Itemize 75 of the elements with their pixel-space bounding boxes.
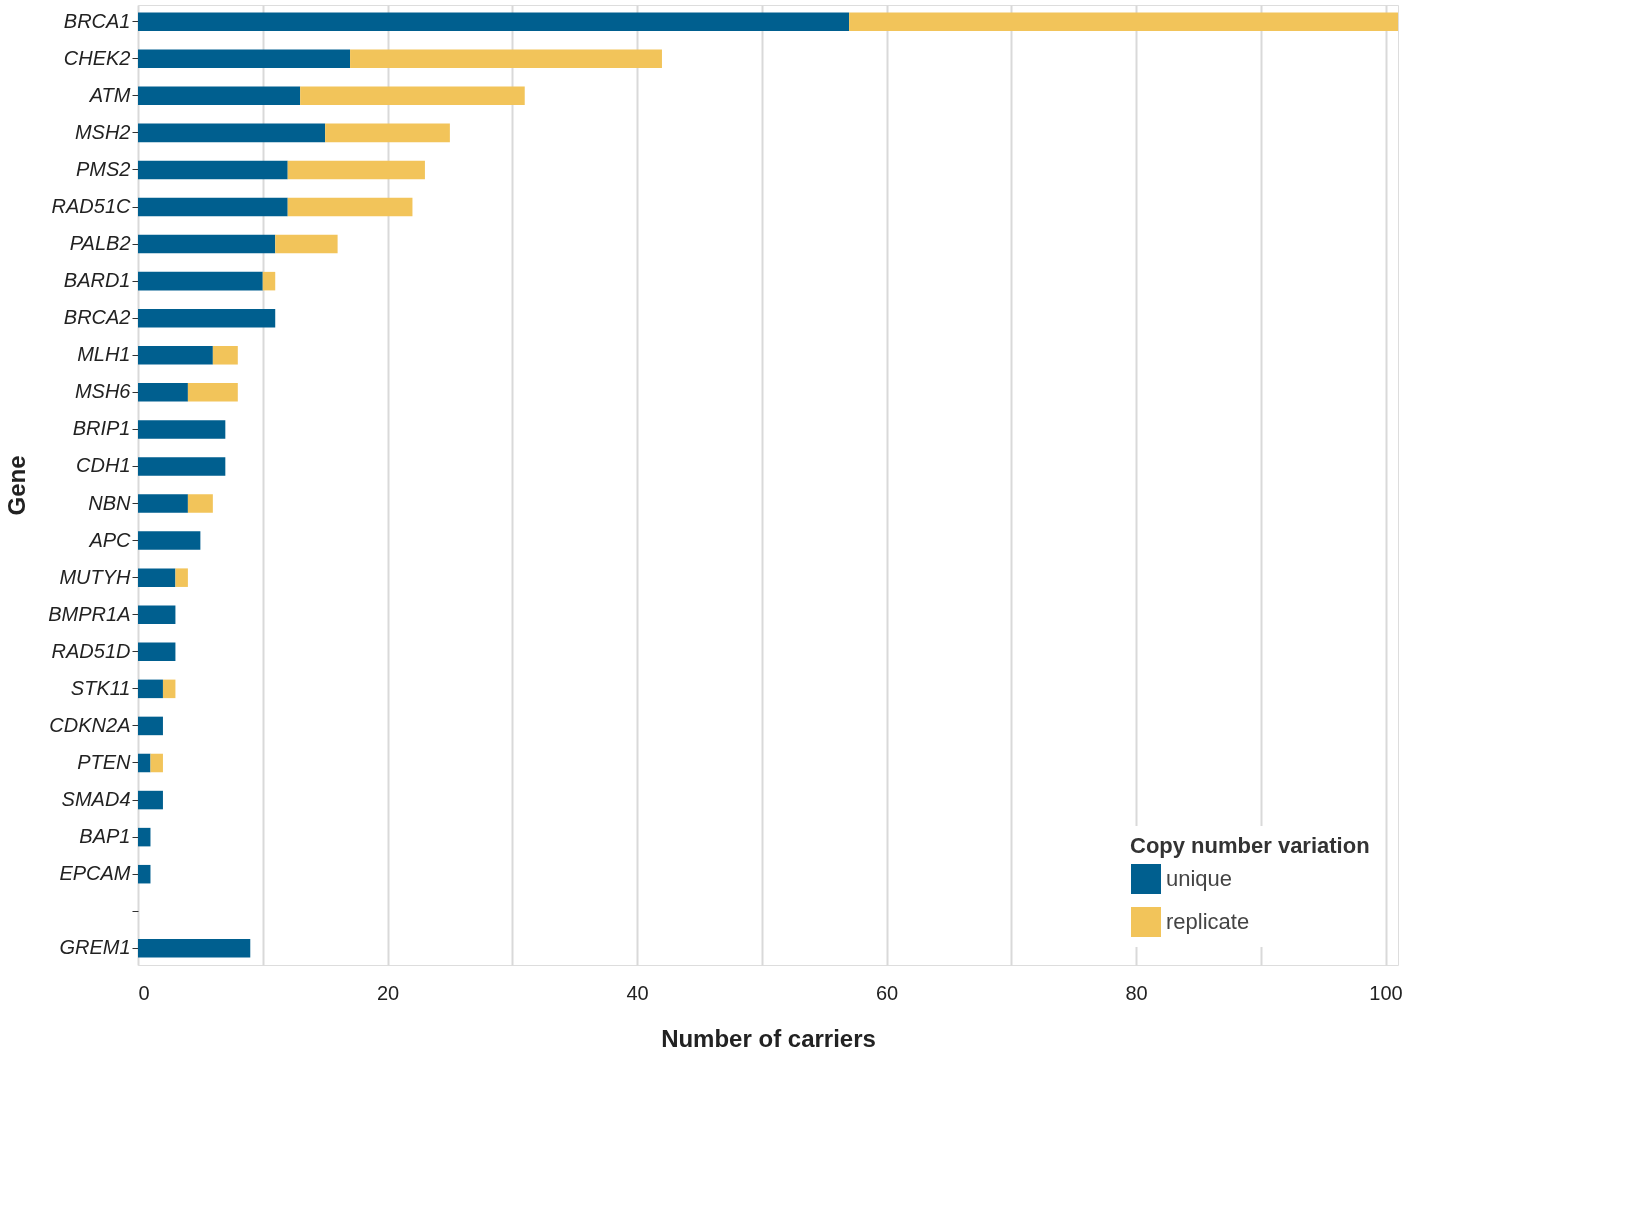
bar <box>325 123 450 143</box>
bar <box>849 12 1398 31</box>
bar <box>175 568 188 587</box>
bar <box>287 160 425 180</box>
y-tick-label: NBN <box>88 491 132 514</box>
y-tick-label: BARD1 <box>63 269 131 292</box>
bar <box>138 383 188 402</box>
bar <box>138 86 301 106</box>
bar <box>262 271 276 291</box>
y-tick-label: PALB2 <box>69 232 131 255</box>
bar <box>138 753 151 773</box>
bar <box>187 494 213 513</box>
y-tick-label: STK11 <box>70 676 131 699</box>
bar <box>138 197 288 217</box>
y-tick-label: MUTYH <box>59 565 132 588</box>
bar <box>350 49 662 69</box>
bar <box>138 939 251 958</box>
bar <box>138 864 151 884</box>
y-tick-label: CDH1 <box>76 454 131 477</box>
y-tick-label: SMAD4 <box>61 788 131 811</box>
bar <box>138 790 163 810</box>
bar <box>138 531 201 550</box>
x-tick-label: 20 <box>376 981 400 1004</box>
bar <box>138 346 213 365</box>
legend-label: unique <box>1166 866 1233 891</box>
bar <box>138 679 163 699</box>
legend-title: Copy number variation <box>1130 833 1370 858</box>
bar <box>300 86 525 106</box>
y-tick-label: CHEK2 <box>63 46 131 69</box>
bar <box>287 197 413 217</box>
bar <box>138 234 276 254</box>
y-tick-label: BMPR1A <box>48 602 131 625</box>
x-tick-label: 100 <box>1369 981 1403 1004</box>
y-tick-label: CDKN2A <box>49 713 131 736</box>
y-tick-label: BRCA1 <box>63 9 131 32</box>
bar <box>138 568 176 587</box>
x-tick-label: 80 <box>1125 981 1148 1004</box>
y-tick-label: ATM <box>88 83 131 106</box>
bar <box>212 346 238 365</box>
bar <box>162 679 176 699</box>
bar <box>138 457 226 476</box>
y-tick-label: GREM1 <box>59 936 131 959</box>
bar <box>138 642 176 662</box>
y-tick-label: MSH2 <box>74 120 131 143</box>
y-tick-label: APC <box>88 528 132 551</box>
bar <box>138 123 326 143</box>
y-tick-label: MLH1 <box>77 343 131 366</box>
bar <box>138 271 263 291</box>
y-tick-label: MSH6 <box>74 380 132 403</box>
bar <box>187 383 238 402</box>
y-tick-label: RAD51D <box>51 639 131 662</box>
bar <box>275 234 338 254</box>
bar <box>138 49 351 69</box>
x-axis-title: Number of carriers <box>661 1024 876 1052</box>
y-tick-label: EPCAM <box>59 862 131 885</box>
x-tick-label: 40 <box>626 981 649 1004</box>
bar <box>138 160 288 180</box>
bar <box>138 420 226 439</box>
y-axis-title: Gene <box>3 455 31 516</box>
bar <box>138 605 176 624</box>
bar <box>150 753 163 773</box>
x-tick-label: 0 <box>138 981 150 1004</box>
bar <box>138 308 276 328</box>
y-tick-label: BAP1 <box>79 825 131 848</box>
y-tick-label: BRIP1 <box>72 417 131 440</box>
bar <box>138 12 850 31</box>
bar <box>138 827 151 847</box>
y-tick-label: RAD51C <box>51 195 132 218</box>
y-tick-label: PTEN <box>77 750 132 773</box>
legend-label: replicate <box>1166 909 1250 934</box>
y-tick-label: BRCA2 <box>63 306 131 329</box>
bar <box>138 716 163 736</box>
bar <box>138 494 188 513</box>
x-tick-label: 60 <box>875 981 899 1004</box>
y-tick-label: PMS2 <box>76 157 131 180</box>
